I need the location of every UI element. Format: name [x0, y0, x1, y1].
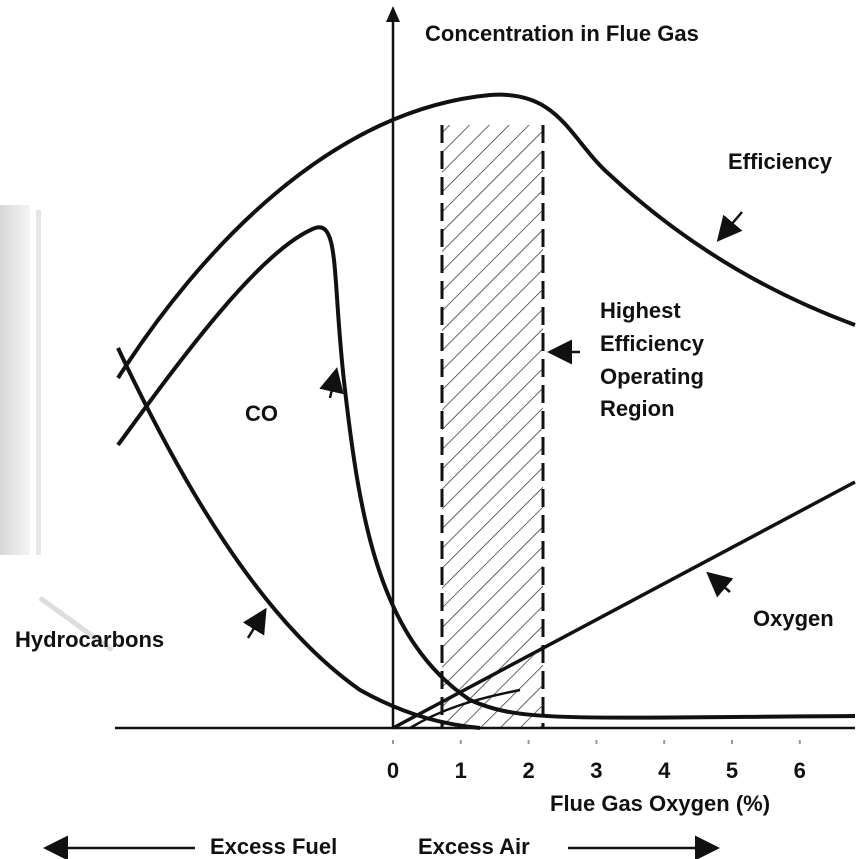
co-curve [116, 225, 856, 720]
x-tick-label: 2 [522, 758, 534, 783]
efficiency-curve [116, 92, 856, 380]
curve-label: CO [245, 401, 278, 426]
artifact [38, 595, 114, 653]
x-tick-label: 5 [726, 758, 738, 783]
x-tick-label: 3 [590, 758, 602, 783]
hydrocarbons-curve [116, 347, 481, 730]
curve-label: Hydrocarbons [15, 627, 164, 652]
pointer [716, 211, 743, 242]
region-label: Highest [600, 298, 681, 323]
x-tick-label: 4 [658, 758, 671, 783]
title: Concentration in Flue Gas [425, 21, 699, 46]
x-tick-label: 6 [794, 758, 806, 783]
oxygen-curve-2 [409, 688, 521, 730]
curve-label: Oxygen [753, 606, 834, 631]
region-label: Efficiency [600, 331, 705, 356]
pointer [706, 571, 734, 598]
artifact [0, 205, 30, 555]
x-axis-label: Flue Gas Oxygen (%) [550, 791, 770, 816]
pointer [242, 607, 267, 639]
artifact [36, 210, 41, 555]
x-tick-label: 0 [387, 758, 399, 783]
curve-label: Efficiency [728, 149, 833, 174]
hatched-region [442, 125, 543, 728]
x-tick-label: 1 [455, 758, 467, 783]
y-arrow [386, 6, 400, 22]
region-label: Operating [600, 364, 704, 389]
direction-label: Excess Fuel [210, 834, 337, 859]
oxygen-curve [392, 480, 856, 730]
direction-label: Excess Air [418, 834, 530, 859]
region-label: Region [600, 396, 675, 421]
pointer [319, 367, 344, 399]
